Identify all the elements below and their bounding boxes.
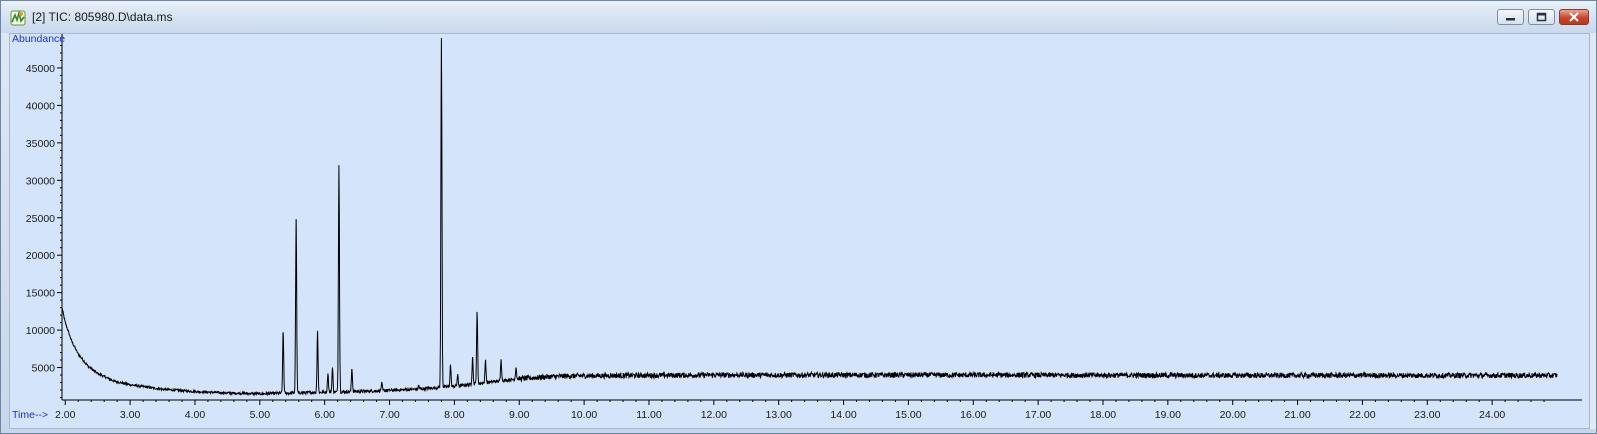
title-bar[interactable]: [2] TIC: 805980.D\data.ms [1, 1, 1596, 33]
x-tick-label: 15.00 [895, 409, 921, 421]
x-axis-label: Time--> [12, 409, 48, 421]
axes [61, 34, 1582, 401]
x-tick-label: 22.00 [1349, 409, 1375, 421]
x-axis-ticks: 2.00 3.00 4.00 5.00 6.00 7.00 8.00 9.00 10.00 11.… [55, 400, 1545, 421]
x-tick-label: 8.00 [444, 409, 465, 421]
window-right-edge [1590, 33, 1596, 429]
x-tick-label: 7.00 [379, 409, 400, 421]
x-tick-label: 17.00 [1025, 409, 1051, 421]
window-title: [2] TIC: 805980.D\data.ms [32, 10, 173, 24]
x-tick-label: 16.00 [960, 409, 986, 421]
x-tick-label: 21.00 [1284, 409, 1310, 421]
x-tick-label: 9.00 [509, 409, 530, 421]
x-tick-label: 14.00 [830, 409, 856, 421]
y-axis-label: Abundance [12, 34, 65, 45]
y-tick-label: 30000 [26, 175, 55, 187]
x-tick-label: 11.00 [636, 409, 662, 421]
close-icon [1569, 12, 1579, 22]
maximize-button[interactable] [1528, 9, 1555, 25]
close-button[interactable] [1559, 9, 1589, 25]
y-axis-ticks: 5000 10000 15000 20000 25000 30000 35000 40000 4… [26, 44, 62, 399]
chromatogram-plot-area[interactable]: 5000 10000 15000 20000 25000 30000 35000 40000 4… [9, 33, 1590, 429]
x-tick-label: 10.00 [571, 409, 597, 421]
y-tick-label: 40000 [26, 100, 55, 112]
x-tick-label: 20.00 [1220, 409, 1246, 421]
x-tick-label: 18.00 [1090, 409, 1116, 421]
y-tick-label: 25000 [26, 213, 55, 225]
minimize-button[interactable] [1497, 9, 1524, 25]
x-tick-label: 4.00 [185, 409, 206, 421]
minimize-icon [1506, 18, 1515, 21]
y-tick-label: 45000 [26, 63, 55, 75]
x-tick-label: 2.00 [55, 409, 76, 421]
x-tick-label: 24.00 [1479, 409, 1505, 421]
x-tick-label: 12.00 [701, 409, 727, 421]
x-tick-label: 13.00 [766, 409, 792, 421]
x-tick-label: 23.00 [1414, 409, 1440, 421]
tic-chromatogram[interactable]: 5000 10000 15000 20000 25000 30000 35000 40000 4… [10, 34, 1589, 428]
y-tick-label: 20000 [26, 250, 55, 262]
tic-trace [61, 37, 1558, 397]
y-tick-label: 10000 [26, 325, 55, 337]
y-tick-label: 5000 [32, 363, 56, 375]
y-tick-label: 15000 [26, 288, 55, 300]
x-tick-label: 19.00 [1155, 409, 1181, 421]
maximize-icon [1536, 12, 1547, 22]
x-tick-label: 3.00 [120, 409, 141, 421]
chemstation-data-icon [10, 10, 26, 26]
y-tick-label: 35000 [26, 138, 55, 150]
x-tick-label: 5.00 [250, 409, 271, 421]
x-tick-label: 6.00 [314, 409, 335, 421]
